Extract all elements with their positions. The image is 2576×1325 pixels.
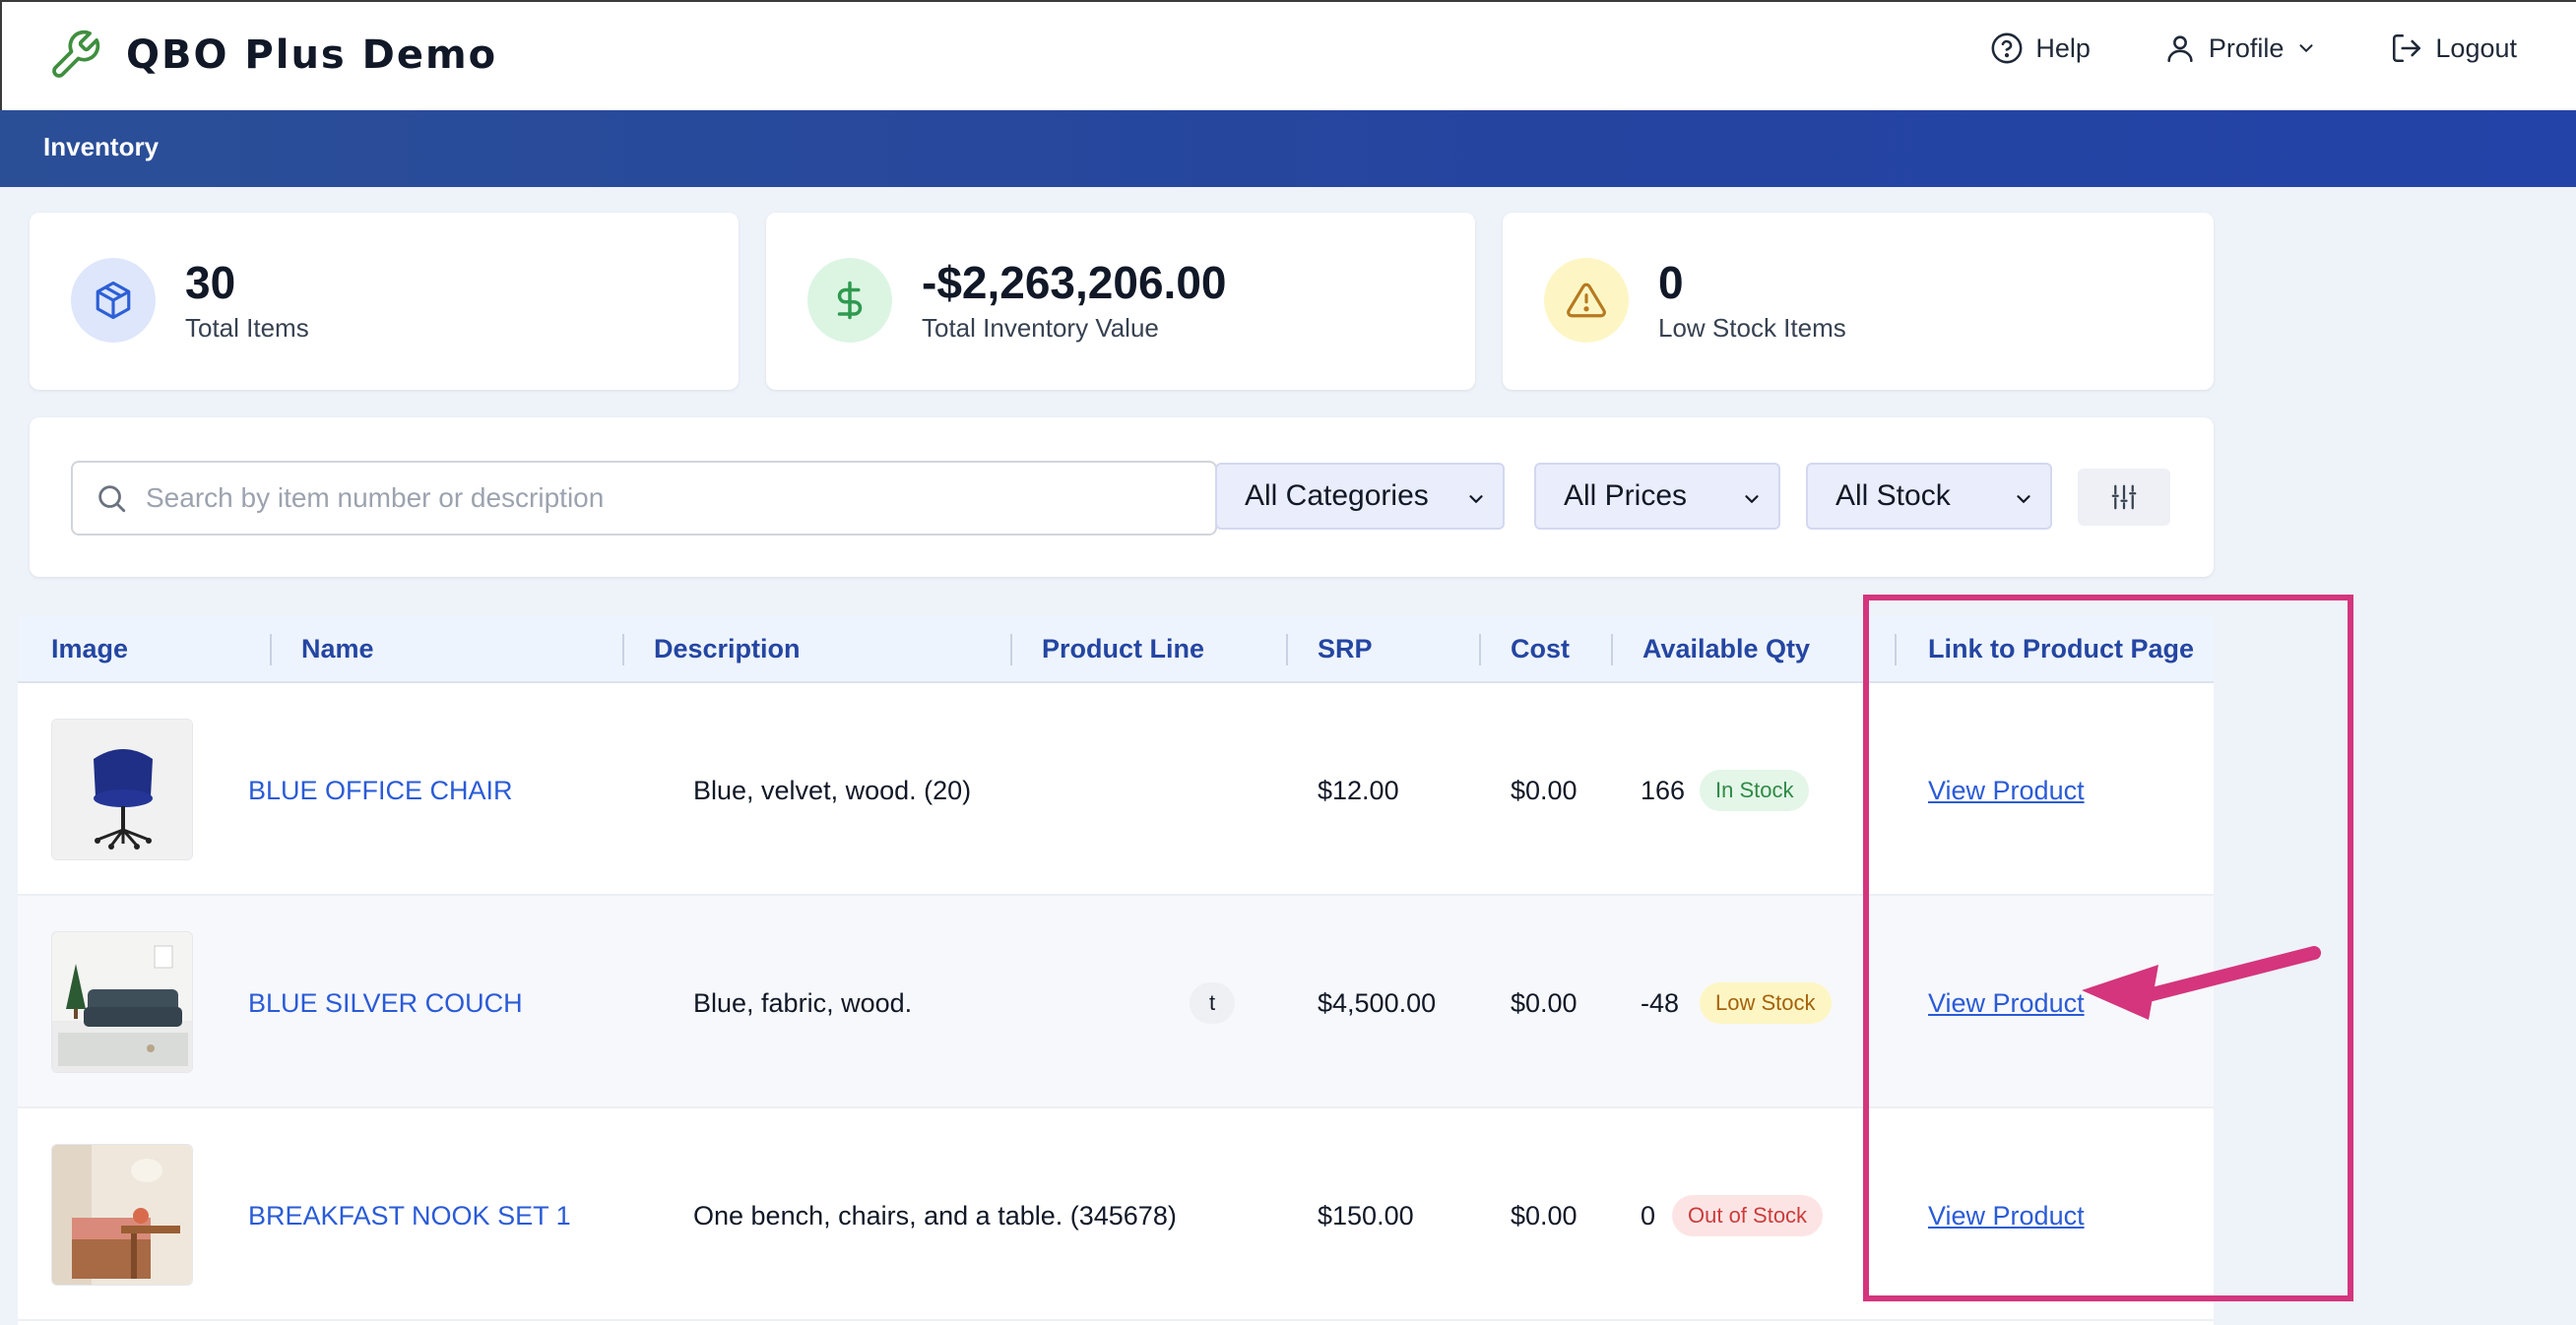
view-product-link[interactable]: View Product: [1928, 1201, 2085, 1230]
column-header-name[interactable]: Name: [301, 634, 374, 663]
stat-card-inventory-value: -$2,263,206.00 Total Inventory Value: [766, 213, 1475, 390]
product-srp: $150.00: [1318, 1201, 1414, 1230]
price-select-value: All Prices: [1564, 479, 1688, 512]
product-description: Blue, velvet, wood. (20): [693, 776, 972, 805]
search-input[interactable]: [146, 482, 1190, 514]
product-line-chip: t: [1190, 982, 1235, 1024]
stat-icon-wrap: [1544, 258, 1629, 343]
price-select[interactable]: All Prices: [1534, 463, 1780, 530]
product-qty: 166: [1641, 776, 1686, 805]
warning-icon: [1567, 283, 1606, 318]
stat-icon-wrap: [71, 258, 156, 343]
product-cost: $0.00: [1511, 1201, 1578, 1230]
category-select-value: All Categories: [1245, 479, 1429, 512]
stat-card-low-stock: 0 Low Stock Items: [1503, 213, 2214, 390]
stat-label: Total Inventory Value: [922, 313, 1159, 343]
product-srp: $4,500.00: [1318, 988, 1437, 1018]
couch-image: [52, 932, 192, 1072]
office-chair-image: [52, 720, 192, 859]
product-name-link[interactable]: BREAKFAST NOOK SET 1: [248, 1201, 571, 1230]
column-header-link[interactable]: Link to Product Page: [1928, 634, 2195, 663]
column-divider: [270, 634, 272, 665]
box-icon: [96, 281, 131, 320]
column-header-srp[interactable]: SRP: [1318, 634, 1373, 663]
stat-value: -$2,263,206.00: [922, 257, 1227, 308]
stat-label: Total Items: [185, 313, 309, 343]
chevron-down-icon: [1469, 495, 1483, 504]
column-header-description[interactable]: Description: [654, 634, 801, 663]
status-badge: Low Stock: [1700, 982, 1832, 1024]
brand[interactable]: QBO Plus Demo: [47, 28, 497, 83]
chevron-down-icon: [1745, 495, 1759, 504]
view-product-link[interactable]: View Product: [1928, 988, 2085, 1018]
view-product-link[interactable]: View Product: [1928, 776, 2085, 805]
user-icon: [2167, 35, 2193, 63]
column-divider: [1895, 634, 1897, 665]
category-select[interactable]: All Categories: [1215, 463, 1505, 530]
profile-button[interactable]: Profile: [2163, 32, 2318, 65]
column-header-available-qty[interactable]: Available Qty: [1642, 634, 1811, 663]
column-divider: [1611, 634, 1613, 665]
status-badge: In Stock: [1700, 770, 1810, 811]
dollar-icon: [837, 281, 863, 320]
table-row: BREAKFAST NOOK SET 1 One bench, chairs, …: [18, 1108, 2214, 1321]
app-title: QBO Plus Demo: [126, 32, 498, 78]
product-name-link[interactable]: BLUE SILVER COUCH: [248, 988, 523, 1018]
stock-select-value: All Stock: [1835, 479, 1951, 512]
product-cost: $0.00: [1511, 988, 1578, 1018]
chevron-down-icon: [2299, 44, 2313, 53]
breakfast-nook-image: [52, 1145, 192, 1285]
product-qty: -48: [1641, 988, 1680, 1018]
stat-icon-wrap: [807, 258, 892, 343]
search-icon: [98, 485, 126, 513]
column-settings-button[interactable]: [2078, 469, 2170, 526]
column-divider: [622, 634, 624, 665]
status-badge: Out of Stock: [1672, 1195, 1824, 1236]
stat-label: Low Stock Items: [1658, 313, 1846, 343]
product-cost: $0.00: [1511, 776, 1578, 805]
nav-item-inventory[interactable]: Inventory: [43, 132, 160, 161]
logout-icon: [2393, 33, 2421, 63]
nav-bar: Inventory: [0, 110, 2576, 187]
product-qty: 0: [1641, 1201, 1656, 1230]
search-box[interactable]: [71, 461, 1217, 536]
top-header: QBO Plus Demo Help Profile Logout: [0, 0, 2576, 110]
inventory-table: Image Name Description Product Line SRP …: [18, 616, 2214, 1325]
product-name-link[interactable]: BLUE OFFICE CHAIR: [248, 776, 513, 805]
table-row: BLUE SILVER COUCH Blue, fabric, wood. t …: [18, 896, 2214, 1108]
column-header-image[interactable]: Image: [51, 634, 129, 663]
product-image-couch: [51, 931, 193, 1073]
header-actions: Help Profile Logout: [1990, 32, 2517, 65]
stat-value: 30: [185, 257, 236, 308]
help-label: Help: [2035, 32, 2091, 63]
column-divider: [1479, 634, 1481, 665]
stock-select[interactable]: All Stock: [1806, 463, 2052, 530]
product-image-breakfast-nook: [51, 1144, 193, 1286]
filter-panel: All Categories All Prices All Stock: [30, 417, 2214, 577]
logout-label: Logout: [2435, 32, 2517, 63]
column-divider: [1010, 634, 1012, 665]
help-button[interactable]: Help: [1990, 32, 2091, 65]
column-divider: [1286, 634, 1288, 665]
profile-label: Profile: [2208, 32, 2285, 63]
product-image-office-chair: [51, 719, 193, 860]
annotation-arrow-icon: [2082, 946, 2321, 1020]
wrench-icon: [52, 30, 100, 78]
sliders-icon: [2111, 484, 2137, 510]
annotation-highlight-box: [1863, 595, 2353, 1301]
help-icon: [1991, 32, 2023, 64]
product-description: One bench, chairs, and a table. (345678): [693, 1201, 1177, 1230]
product-srp: $12.00: [1318, 776, 1399, 805]
stat-card-total-items: 30 Total Items: [30, 213, 739, 390]
logout-button[interactable]: Logout: [2390, 32, 2517, 65]
product-description: Blue, fabric, wood.: [693, 988, 913, 1018]
stat-value: 0: [1658, 257, 1684, 308]
column-header-cost[interactable]: Cost: [1511, 634, 1570, 663]
column-header-product-line[interactable]: Product Line: [1042, 634, 1205, 663]
chevron-down-icon: [2017, 495, 2030, 504]
table-row: BLUE OFFICE CHAIR Blue, velvet, wood. (2…: [18, 683, 2214, 896]
table-header: Image Name Description Product Line SRP …: [18, 616, 2214, 683]
